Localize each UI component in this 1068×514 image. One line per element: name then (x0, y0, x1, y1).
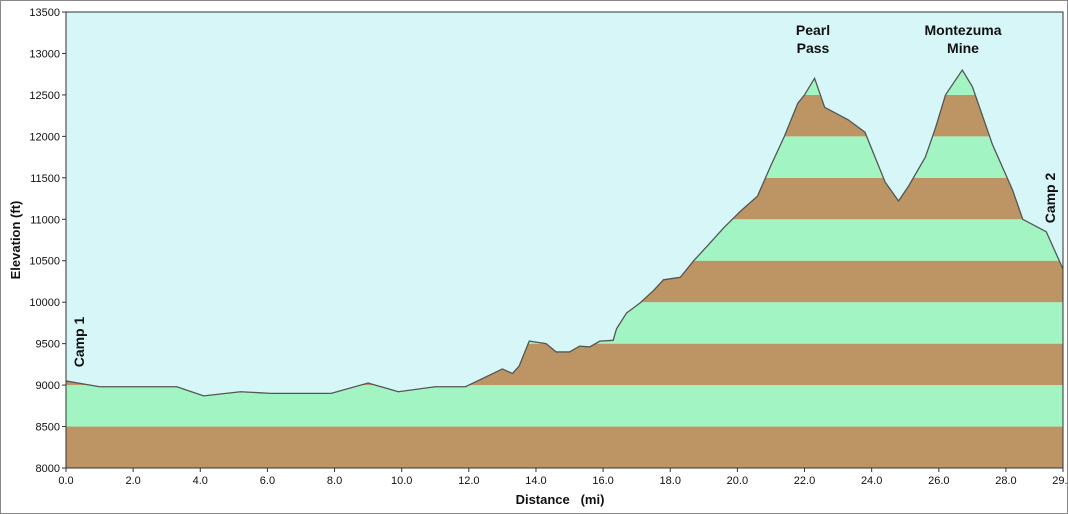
x-tick-label: 18.0 (660, 475, 681, 487)
x-tick-label: 26.0 (928, 475, 949, 487)
y-tick-label: 13500 (29, 7, 60, 19)
y-tick-label: 13000 (29, 48, 60, 60)
x-axis-title: Distance (mi) (516, 492, 605, 507)
y-tick-label: 12000 (29, 131, 60, 143)
y-tick-label: 10000 (29, 297, 60, 309)
annotation: Montezuma Mine (925, 22, 1002, 56)
annotation: Camp 2 (1042, 173, 1058, 224)
elevation-profile (65, 68, 1064, 397)
y-tick-label: 8500 (36, 422, 60, 434)
elevation-band (66, 426, 1063, 468)
x-tick-label: 20.0 (727, 475, 748, 487)
annotation: Pearl Pass (796, 22, 830, 56)
y-tick-label: 9000 (36, 380, 60, 392)
x-tick-label: 22.0 (794, 475, 815, 487)
plot-frame (65, 11, 1064, 469)
x-tick-label: 28.0 (995, 475, 1016, 487)
x-tick-label: 2.0 (125, 475, 140, 487)
y-tick-label: 11000 (30, 214, 60, 226)
annotation: Camp 1 (71, 317, 87, 368)
x-tick-label: 0.0 (58, 475, 73, 487)
y-tick-label: 11500 (30, 173, 60, 185)
y-tick-label: 12500 (29, 90, 60, 102)
x-tick-label: 16.0 (592, 475, 613, 487)
y-tick-label: 10500 (29, 256, 60, 268)
y-tick-label: 8000 (36, 463, 60, 475)
x-tick-label: 6.0 (260, 475, 275, 487)
x-tick-label: 24.0 (861, 475, 882, 487)
x-tick-label: 12.0 (458, 475, 479, 487)
y-axis-title: Elevation (ft) (8, 201, 23, 280)
x-tick-label: 29.7 (1052, 475, 1068, 487)
x-tick-label: 8.0 (327, 475, 342, 487)
y-tick-label: 9500 (36, 339, 60, 351)
x-tick-label: 14.0 (525, 475, 546, 487)
x-tick-label: 4.0 (193, 475, 208, 487)
x-tick-label: 10.0 (391, 475, 412, 487)
